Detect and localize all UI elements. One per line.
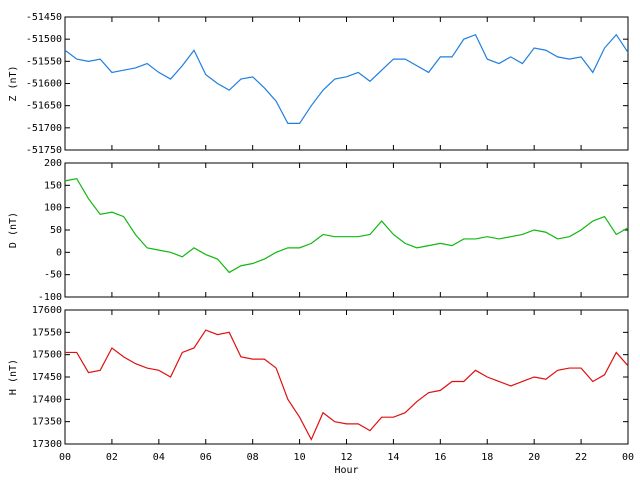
plot-frame bbox=[64, 162, 629, 298]
x-tick-label: 08 bbox=[247, 452, 259, 463]
x-tick-label: 14 bbox=[387, 452, 399, 463]
y-axis-label: D (nT) bbox=[8, 212, 19, 248]
y-tick-label: -51550 bbox=[26, 56, 62, 67]
x-tick-label: 04 bbox=[153, 452, 165, 463]
y-tick-label: 150 bbox=[44, 180, 62, 191]
y-tick-label: -51500 bbox=[26, 34, 62, 45]
x-tick-label: 02 bbox=[106, 452, 118, 463]
data-line bbox=[64, 177, 629, 274]
x-tick-label: 10 bbox=[294, 452, 306, 463]
y-tick-label: 17550 bbox=[32, 327, 62, 338]
x-tick-label: 12 bbox=[340, 452, 352, 463]
y-tick-label: 17300 bbox=[32, 439, 62, 450]
y-tick-label: -51450 bbox=[26, 12, 62, 23]
x-tick-label: 20 bbox=[528, 452, 540, 463]
x-tick-label: 06 bbox=[200, 452, 212, 463]
y-tick-label: -51650 bbox=[26, 101, 62, 112]
y-axis-label: Z (nT) bbox=[8, 65, 19, 101]
y-tick-label: 50 bbox=[50, 225, 62, 236]
plot-frame bbox=[64, 16, 629, 151]
y-tick-label: -50 bbox=[44, 270, 62, 281]
data-line bbox=[64, 33, 629, 124]
y-tick-label: -100 bbox=[38, 292, 62, 303]
y-tick-label: -51750 bbox=[26, 145, 62, 156]
x-tick-label: 18 bbox=[481, 452, 493, 463]
y-tick-label: 17450 bbox=[32, 372, 62, 383]
x-tick-label: 00 bbox=[622, 452, 634, 463]
y-tick-label: 0 bbox=[56, 247, 62, 258]
y-tick-label: 100 bbox=[44, 203, 62, 214]
x-tick-label: 00 bbox=[59, 452, 71, 463]
y-tick-label: 17400 bbox=[32, 394, 62, 405]
x-tick-label: 16 bbox=[434, 452, 446, 463]
y-tick-label: 17500 bbox=[32, 350, 62, 361]
data-line bbox=[65, 329, 629, 441]
x-axis-label: Hour bbox=[334, 465, 358, 476]
y-tick-label: 200 bbox=[44, 158, 62, 169]
y-tick-label: -51700 bbox=[26, 123, 62, 134]
y-tick-label: -51600 bbox=[26, 79, 62, 90]
y-tick-label: 17350 bbox=[32, 417, 62, 428]
y-axis-label: H (nT) bbox=[8, 359, 19, 395]
y-tick-label: 17600 bbox=[32, 305, 62, 316]
x-tick-label: 22 bbox=[575, 452, 587, 463]
